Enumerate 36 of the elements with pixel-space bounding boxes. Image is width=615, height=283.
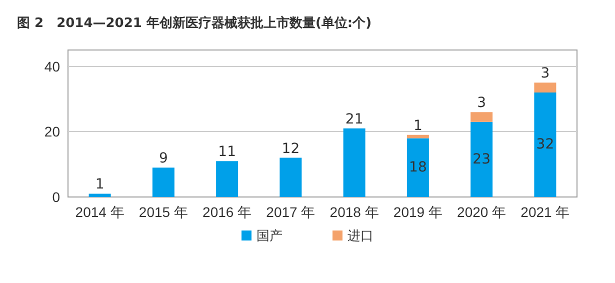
- chart-title: 图 2 2014—2021 年创新医疗器械获批上市数量(单位:个): [17, 15, 372, 31]
- data-label: 23: [472, 151, 490, 168]
- data-label: 18: [409, 160, 427, 176]
- x-tick-label: 2019 年: [393, 204, 442, 220]
- bar: [470, 122, 493, 197]
- data-label: 32: [536, 136, 554, 153]
- legend-label: 进口: [348, 228, 374, 243]
- x-tick-label: 2018 年: [330, 204, 379, 220]
- data-label: 1: [95, 176, 104, 193]
- y-tick-label: 20: [44, 124, 60, 140]
- data-label: 12: [282, 140, 300, 157]
- bar: [152, 168, 174, 197]
- bar: [88, 194, 111, 197]
- bar: [280, 158, 302, 197]
- bar: [534, 92, 556, 197]
- x-tick-label: 2020 年: [457, 204, 506, 220]
- bar: [216, 161, 238, 197]
- bar: [470, 112, 493, 122]
- data-label: 9: [158, 150, 168, 167]
- bar: [534, 82, 556, 92]
- data-label: 21: [345, 111, 364, 128]
- data-label: 1: [413, 118, 422, 134]
- data-label: 3: [477, 95, 486, 112]
- x-tick-label: 2021 年: [520, 204, 570, 220]
- bar: [406, 138, 429, 197]
- y-tick-label: 40: [44, 58, 60, 74]
- data-label: 3: [540, 66, 550, 82]
- x-tick-label: 2014 年: [75, 204, 124, 220]
- x-tick-label: 2016 年: [202, 204, 252, 220]
- data-label: 11: [218, 144, 236, 160]
- x-tick-label: 2015 年: [138, 204, 188, 220]
- bar: [406, 134, 429, 138]
- legend-label: 国产: [256, 228, 282, 243]
- x-tick-label: 2017 年: [266, 204, 316, 220]
- bar: [343, 128, 366, 197]
- y-tick-label: 0: [52, 189, 60, 205]
